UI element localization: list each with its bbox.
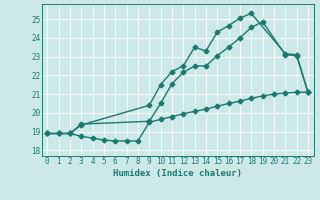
X-axis label: Humidex (Indice chaleur): Humidex (Indice chaleur) bbox=[113, 169, 242, 178]
